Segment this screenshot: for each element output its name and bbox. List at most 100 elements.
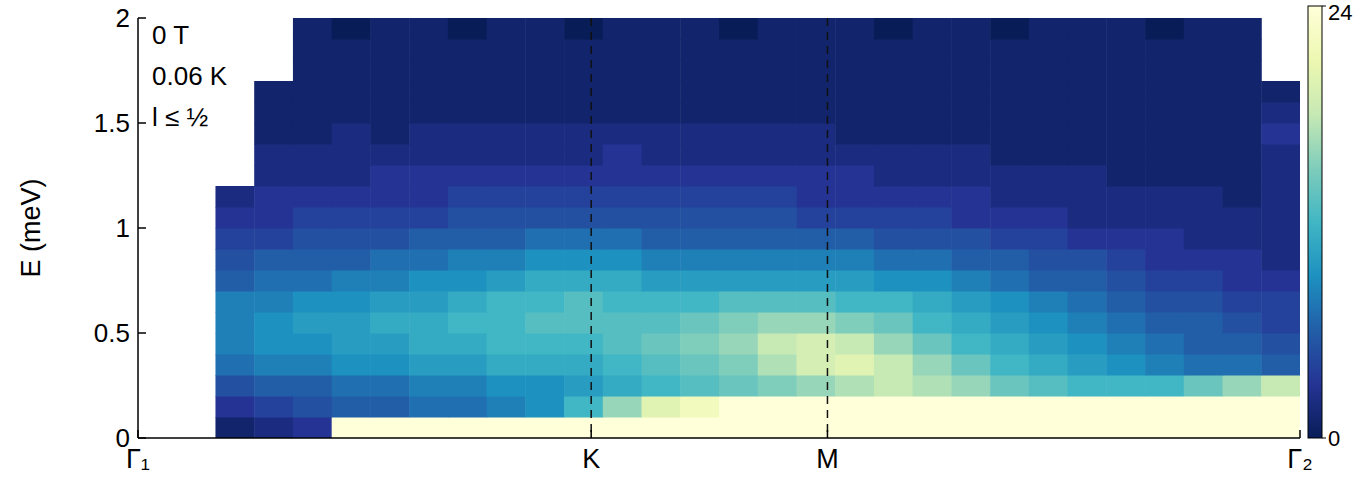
cell — [370, 102, 409, 124]
cell — [564, 144, 603, 166]
cell — [1068, 207, 1107, 229]
cell — [448, 207, 487, 229]
cell — [1184, 207, 1223, 229]
cell — [409, 123, 448, 145]
cell — [1223, 417, 1262, 438]
cell — [796, 18, 835, 40]
cell — [409, 228, 448, 250]
cell — [448, 39, 487, 61]
cell — [796, 81, 835, 103]
cell — [1145, 291, 1184, 313]
cell — [448, 186, 487, 208]
annotation: 0.06 K — [152, 61, 228, 91]
cell — [758, 186, 797, 208]
cell — [1145, 207, 1184, 229]
cell — [835, 102, 874, 124]
y-tick-label: 1.5 — [94, 108, 130, 138]
y-tick — [138, 17, 146, 19]
cell — [719, 228, 758, 250]
cell — [951, 165, 990, 187]
cell — [990, 312, 1029, 334]
cell — [1261, 144, 1300, 166]
cell — [254, 123, 293, 145]
cell — [680, 81, 719, 103]
x-tick — [590, 430, 592, 438]
cell — [525, 291, 564, 313]
cell — [951, 291, 990, 313]
cell — [835, 312, 874, 334]
cell — [1145, 270, 1184, 292]
cell — [951, 354, 990, 376]
chart: 00.511.52Γ₁KMΓ₂E (meV)0 T0.06 Kl ≤ ½024 — [0, 0, 1361, 497]
cell — [1223, 207, 1262, 229]
cell — [1184, 144, 1223, 166]
cell — [409, 18, 448, 40]
cell — [719, 39, 758, 61]
cell — [835, 165, 874, 187]
cell — [1068, 270, 1107, 292]
cell — [409, 270, 448, 292]
cell — [951, 81, 990, 103]
cell — [835, 18, 874, 40]
cell — [719, 417, 758, 438]
cell — [603, 270, 642, 292]
cell — [719, 60, 758, 82]
cell — [1261, 186, 1300, 208]
cell — [603, 60, 642, 82]
cell — [409, 207, 448, 229]
cell — [874, 207, 913, 229]
cell — [332, 60, 371, 82]
cell — [487, 144, 526, 166]
cell — [1223, 123, 1262, 145]
cell — [487, 186, 526, 208]
cell — [680, 375, 719, 397]
cell — [758, 81, 797, 103]
cell — [525, 375, 564, 397]
cell — [642, 417, 681, 438]
cell — [642, 228, 681, 250]
cell — [1106, 207, 1145, 229]
cell — [564, 60, 603, 82]
cell — [680, 249, 719, 271]
cell — [680, 291, 719, 313]
cell — [332, 312, 371, 334]
cell — [835, 270, 874, 292]
cell — [1029, 291, 1068, 313]
cell — [913, 396, 952, 418]
cell — [409, 291, 448, 313]
cell — [409, 417, 448, 438]
cell — [215, 207, 254, 229]
cell — [642, 312, 681, 334]
cell — [1145, 333, 1184, 355]
cell — [758, 123, 797, 145]
cell — [719, 375, 758, 397]
cell — [370, 81, 409, 103]
cell — [487, 81, 526, 103]
cell — [1145, 228, 1184, 250]
cell — [835, 249, 874, 271]
cell — [409, 354, 448, 376]
cell — [564, 354, 603, 376]
cell — [1145, 123, 1184, 145]
cell — [332, 291, 371, 313]
cell — [1223, 270, 1262, 292]
cell — [215, 375, 254, 397]
cell — [874, 396, 913, 418]
cell — [1145, 396, 1184, 418]
cell — [1106, 354, 1145, 376]
cell — [370, 417, 409, 438]
cell — [951, 396, 990, 418]
cell — [254, 312, 293, 334]
cell — [1068, 417, 1107, 438]
cell — [1068, 312, 1107, 334]
cell — [409, 186, 448, 208]
cell — [487, 123, 526, 145]
cell — [642, 333, 681, 355]
cell — [293, 396, 332, 418]
cell — [913, 186, 952, 208]
cell — [293, 333, 332, 355]
cell — [913, 291, 952, 313]
cell — [487, 207, 526, 229]
cell — [1106, 228, 1145, 250]
annotation: l ≤ ½ — [152, 102, 208, 132]
